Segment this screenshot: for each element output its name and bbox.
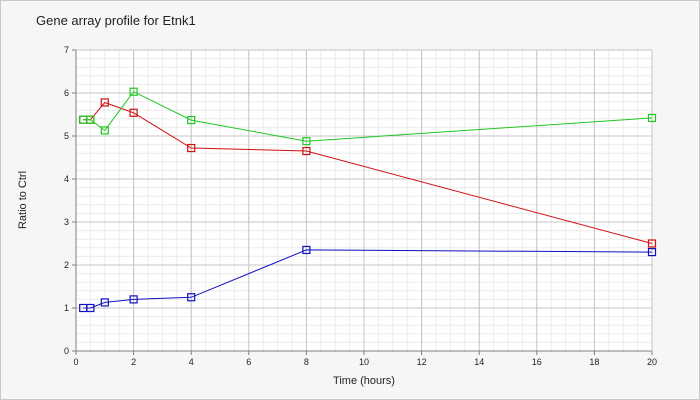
data-point-marker (86, 303, 95, 313)
data-point-marker (100, 126, 109, 135)
y-tick-label: 0 (64, 346, 69, 356)
data-point-marker (647, 248, 657, 257)
data-point-marker (129, 295, 138, 304)
x-tick-label: 4 (189, 357, 194, 367)
data-point-marker (302, 245, 311, 255)
y-tick-label: 6 (64, 88, 69, 98)
x-tick-label: 12 (417, 357, 427, 367)
data-point-marker (302, 146, 311, 156)
x-axis-label: Time (hours) (333, 375, 395, 387)
x-tick-label: 14 (474, 357, 484, 367)
x-tick-label: 6 (246, 357, 251, 367)
y-axis-label: Ratio to Ctrl (17, 171, 29, 229)
series-line-3 (83, 249, 653, 309)
data-point-marker (647, 113, 657, 123)
series-line-2 (83, 91, 653, 142)
x-tick-label: 18 (589, 357, 599, 367)
y-tick-label: 1 (64, 303, 69, 313)
data-point-marker (100, 298, 109, 307)
data-point-marker (100, 98, 109, 107)
y-axis-ticks: 0 1 2 3 4 5 6 7 (64, 45, 76, 356)
x-tick-label: 2 (131, 357, 136, 367)
x-tick-label: 20 (647, 357, 657, 367)
data-point-marker (86, 115, 95, 124)
data-point-marker (129, 108, 138, 117)
data-point-marker (129, 87, 138, 96)
data-point-marker (187, 293, 196, 302)
y-tick-label: 7 (64, 45, 69, 55)
x-axis-ticks: 0 2 4 6 8 10 12 14 16 18 20 (73, 351, 657, 367)
y-tick-label: 3 (64, 217, 69, 227)
series-layer (79, 87, 657, 313)
data-point-marker (187, 143, 196, 153)
chart-title: Gene array profile for Etnk1 (36, 13, 196, 28)
x-tick-label: 0 (73, 357, 78, 367)
y-tick-label: 2 (64, 260, 69, 270)
y-tick-label: 5 (64, 131, 69, 141)
data-point-marker (647, 239, 657, 248)
y-tick-label: 4 (64, 174, 69, 184)
data-point-marker (187, 115, 196, 125)
data-point-marker (302, 137, 311, 146)
x-tick-label: 8 (304, 357, 309, 367)
x-tick-label: 16 (532, 357, 542, 367)
x-tick-label: 10 (359, 357, 369, 367)
